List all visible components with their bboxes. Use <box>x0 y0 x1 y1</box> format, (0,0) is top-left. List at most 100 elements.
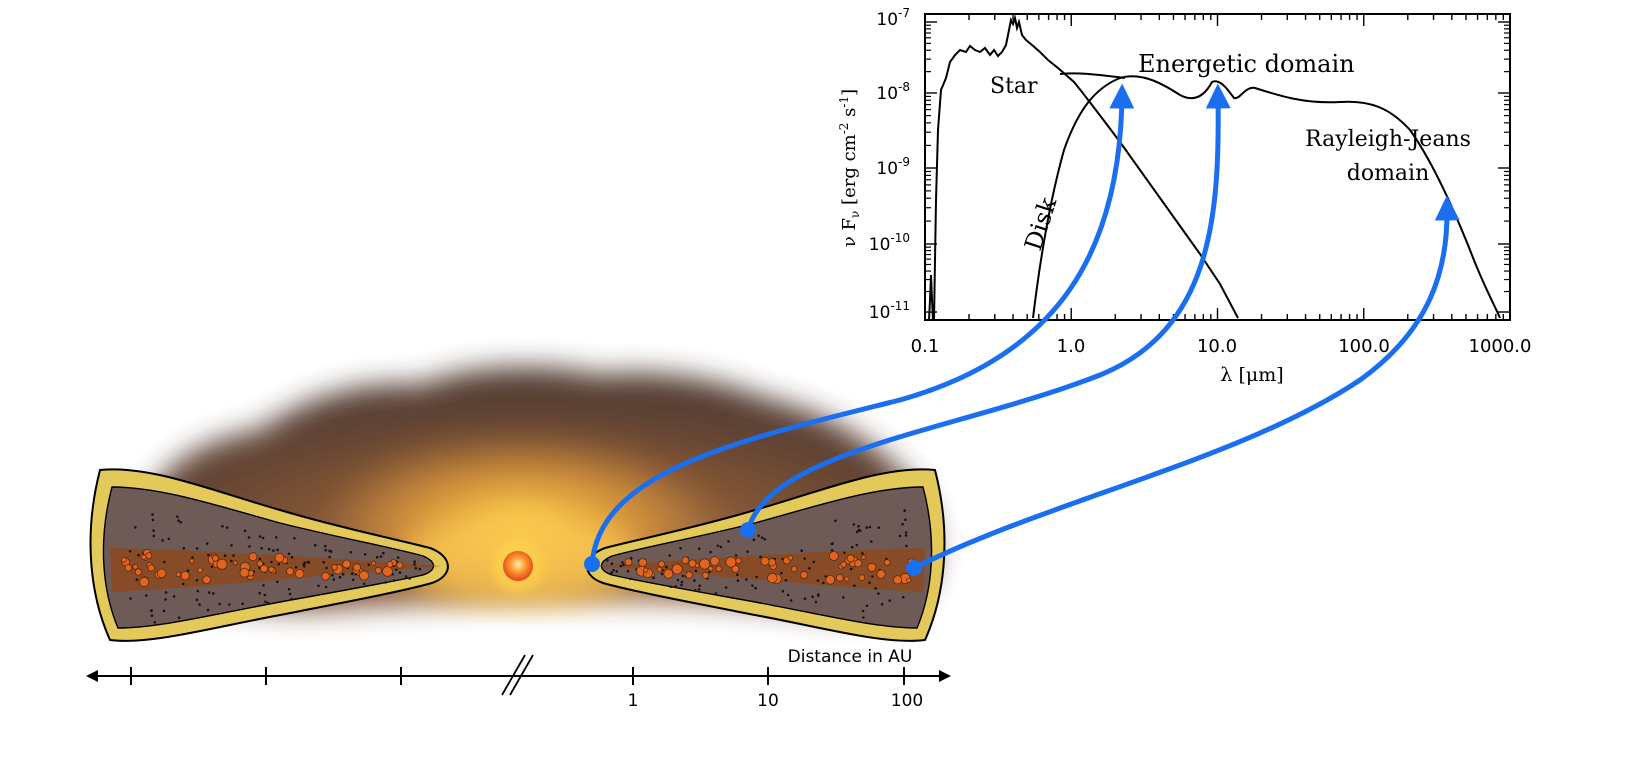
arrow-surface-layer <box>745 83 1231 533</box>
star-spectrum-curve <box>928 14 1239 321</box>
dust-grain <box>671 563 683 575</box>
rayleigh-jeans-label-line2: domain <box>1347 161 1430 186</box>
origin-dot-surface <box>740 522 756 538</box>
dust-grain <box>846 554 855 563</box>
dust-grain <box>394 568 398 572</box>
dust-grain <box>898 534 902 538</box>
dust-grain <box>865 604 869 608</box>
dust-grain <box>803 557 806 560</box>
origin-dot-inner-rim <box>584 556 600 572</box>
dust-grain <box>843 551 846 555</box>
distance-tick-label: 10 <box>757 691 779 711</box>
dust-grain <box>784 579 788 582</box>
dust-grain <box>124 564 133 572</box>
dust-grain <box>853 584 856 587</box>
dust-grain <box>156 568 167 579</box>
dust-grain <box>867 562 877 572</box>
dust-grain <box>759 555 762 559</box>
dust-grain <box>698 547 701 550</box>
dust-grain <box>760 536 764 539</box>
origin-dot-midplane <box>906 560 922 576</box>
connection-arrows <box>589 83 1460 571</box>
dust-grain <box>274 536 278 539</box>
dust-grain <box>658 560 666 568</box>
dust-grain <box>180 571 190 581</box>
dust-grain <box>386 561 394 568</box>
dust-grain <box>276 548 279 552</box>
dust-grain <box>306 560 310 564</box>
x-tick-label: 10.0 <box>1197 336 1237 357</box>
dust-grain <box>247 536 251 539</box>
dust-grain <box>736 579 740 582</box>
plot-ticks <box>924 14 1510 320</box>
dust-grain <box>824 575 827 578</box>
dust-grain <box>855 543 859 547</box>
dust-grain <box>374 566 382 574</box>
dust-grain <box>652 576 655 580</box>
arrow-inner-rim <box>589 83 1135 567</box>
dust-grain <box>868 525 872 529</box>
x-tick-label: 0.1 <box>911 336 940 357</box>
dust-grain <box>702 571 710 579</box>
dust-grain <box>151 518 155 522</box>
dust-grain <box>874 587 877 590</box>
dust-grain <box>731 564 740 573</box>
dust-grain <box>212 592 215 595</box>
dust-grain <box>829 551 839 561</box>
dust-grain <box>862 616 865 619</box>
dust-grain <box>332 578 336 581</box>
dust-grain <box>814 600 818 604</box>
dust-grain <box>715 565 722 572</box>
dust-grain <box>663 568 674 579</box>
dust-grain <box>149 609 153 612</box>
dust-grain <box>676 578 680 582</box>
distance-axis: Distance in AU 1 10 100 <box>86 647 951 711</box>
dust-grain <box>151 513 154 516</box>
dust-grain <box>840 561 847 568</box>
dust-grain <box>735 557 742 564</box>
dust-grain <box>812 560 816 564</box>
dust-grain <box>206 608 210 612</box>
star-label: Star <box>990 74 1038 99</box>
dust-grain <box>221 525 224 528</box>
dust-grain <box>876 569 886 579</box>
dust-grain <box>719 545 723 549</box>
dust-grain <box>331 573 334 577</box>
dust-grain <box>892 575 903 585</box>
dust-grain <box>610 571 613 574</box>
dust-grain <box>218 602 221 606</box>
dust-grain <box>638 558 648 567</box>
dust-grain <box>660 572 664 576</box>
dust-grain <box>191 556 194 559</box>
dust-grain <box>716 544 720 548</box>
dust-grain <box>870 540 873 543</box>
dust-grain <box>787 555 793 561</box>
dust-grain <box>286 567 295 576</box>
dust-grain <box>688 559 697 568</box>
dust-grain <box>844 576 850 582</box>
dust-grain <box>745 578 748 581</box>
dust-grain <box>262 584 265 587</box>
dust-grain <box>752 538 756 542</box>
dust-grain <box>375 555 379 559</box>
dust-grain <box>626 569 630 573</box>
dust-grain <box>850 545 854 549</box>
dust-grain <box>903 509 906 512</box>
dust-grain <box>210 565 214 569</box>
dust-grain <box>615 570 619 573</box>
dust-grain <box>624 558 633 566</box>
dust-grain <box>656 566 663 573</box>
dust-grain <box>263 593 267 597</box>
dust-grain <box>665 565 668 569</box>
dust-grain <box>880 603 884 606</box>
y-axis-title: ν Fν [erg cm-2 s-1] <box>837 89 862 247</box>
dust-grain <box>413 563 416 566</box>
distance-axis-title: Distance in AU <box>788 647 913 667</box>
dust-grain <box>248 552 258 562</box>
dust-grain <box>350 572 354 576</box>
dust-grain <box>681 574 685 578</box>
dust-grain <box>211 554 219 562</box>
dust-grain <box>709 556 720 566</box>
dust-grain <box>230 559 233 563</box>
dust-grain <box>757 534 760 537</box>
